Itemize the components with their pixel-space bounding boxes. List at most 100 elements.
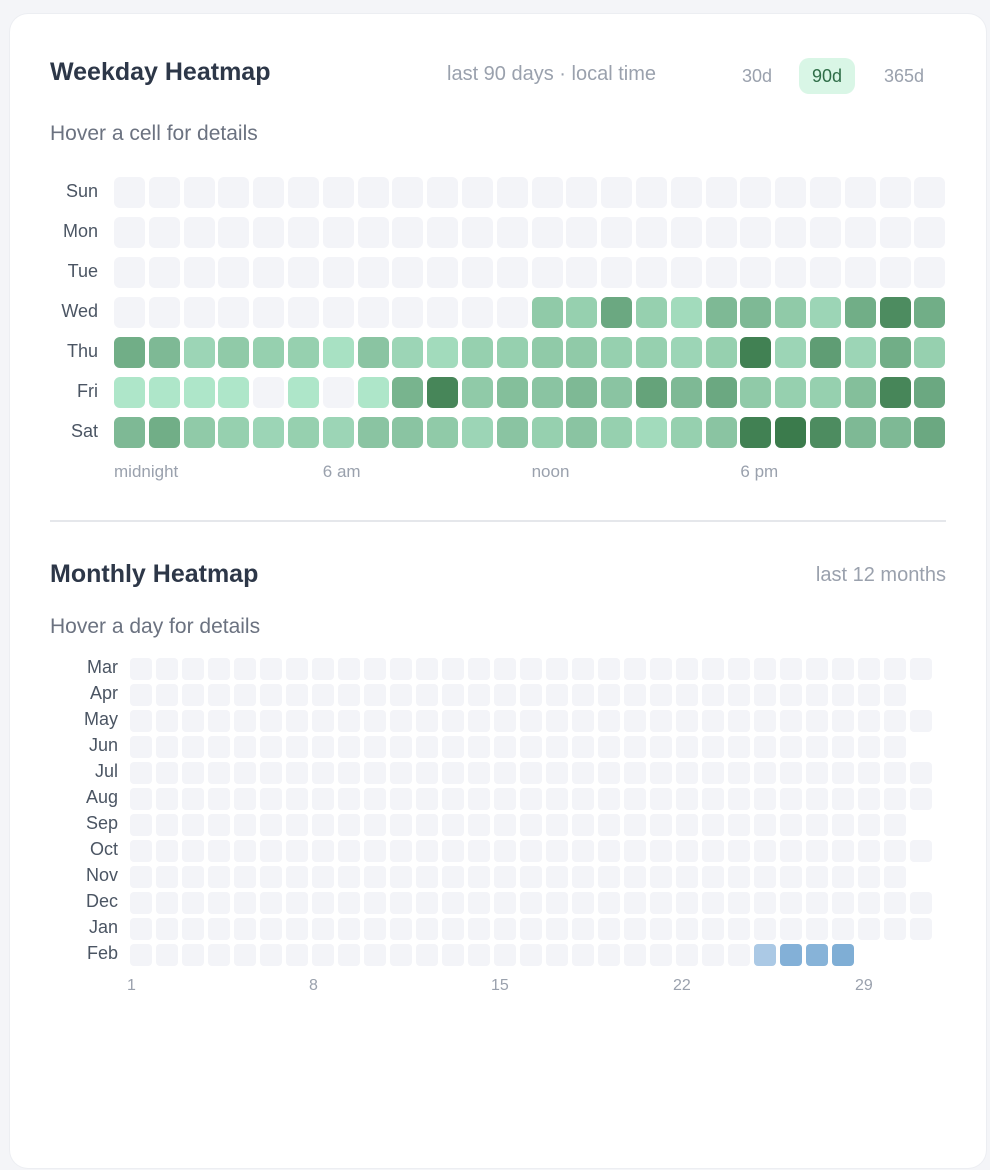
day-cell[interactable] xyxy=(130,944,152,966)
day-cell[interactable] xyxy=(468,710,490,732)
day-cell[interactable] xyxy=(442,762,464,784)
day-cell[interactable] xyxy=(754,658,776,680)
day-cell[interactable] xyxy=(910,788,932,810)
heatmap-cell[interactable] xyxy=(253,417,285,448)
day-cell[interactable] xyxy=(468,814,490,836)
day-cell[interactable] xyxy=(702,840,724,862)
day-cell[interactable] xyxy=(130,840,152,862)
day-cell[interactable] xyxy=(442,814,464,836)
day-cell[interactable] xyxy=(702,944,724,966)
day-cell[interactable] xyxy=(806,840,828,862)
heatmap-cell[interactable] xyxy=(810,417,841,448)
heatmap-cell[interactable] xyxy=(566,417,598,448)
day-cell[interactable] xyxy=(208,944,230,966)
day-cell[interactable] xyxy=(338,814,360,836)
heatmap-cell[interactable] xyxy=(322,177,354,208)
day-cell[interactable] xyxy=(858,788,880,810)
day-cell[interactable] xyxy=(780,944,802,966)
day-cell[interactable] xyxy=(650,866,672,888)
day-cell[interactable] xyxy=(884,814,906,836)
day-cell[interactable] xyxy=(156,762,178,784)
day-cell[interactable] xyxy=(338,944,360,966)
heatmap-cell[interactable] xyxy=(357,297,389,328)
heatmap-cell[interactable] xyxy=(392,297,424,328)
heatmap-cell[interactable] xyxy=(636,257,667,288)
day-cell[interactable] xyxy=(416,892,438,914)
day-cell[interactable] xyxy=(312,840,334,862)
heatmap-cell[interactable] xyxy=(879,257,911,288)
heatmap-cell[interactable] xyxy=(218,377,250,408)
day-cell[interactable] xyxy=(156,710,178,732)
heatmap-cell[interactable] xyxy=(705,217,737,248)
heatmap-cell[interactable] xyxy=(392,177,424,208)
day-cell[interactable] xyxy=(754,684,776,706)
heatmap-cell[interactable] xyxy=(740,217,772,248)
day-cell[interactable] xyxy=(130,710,152,732)
day-cell[interactable] xyxy=(598,710,620,732)
heatmap-cell[interactable] xyxy=(114,257,145,288)
heatmap-cell[interactable] xyxy=(810,337,841,368)
day-cell[interactable] xyxy=(416,710,438,732)
day-cell[interactable] xyxy=(338,866,360,888)
day-cell[interactable] xyxy=(598,658,620,680)
heatmap-cell[interactable] xyxy=(427,257,459,288)
day-cell[interactable] xyxy=(156,736,178,758)
day-cell[interactable] xyxy=(364,866,386,888)
day-cell[interactable] xyxy=(780,684,802,706)
heatmap-cell[interactable] xyxy=(322,217,354,248)
heatmap-cell[interactable] xyxy=(531,417,563,448)
heatmap-cell[interactable] xyxy=(670,297,702,328)
day-cell[interactable] xyxy=(806,762,828,784)
heatmap-cell[interactable] xyxy=(462,417,493,448)
day-cell[interactable] xyxy=(494,944,516,966)
day-cell[interactable] xyxy=(520,866,542,888)
day-cell[interactable] xyxy=(884,788,906,810)
day-cell[interactable] xyxy=(754,736,776,758)
day-cell[interactable] xyxy=(806,710,828,732)
heatmap-cell[interactable] xyxy=(183,417,215,448)
day-cell[interactable] xyxy=(832,762,854,784)
heatmap-cell[interactable] xyxy=(844,177,876,208)
heatmap-cell[interactable] xyxy=(531,257,563,288)
heatmap-cell[interactable] xyxy=(114,217,145,248)
heatmap-cell[interactable] xyxy=(705,337,737,368)
day-cell[interactable] xyxy=(832,710,854,732)
day-cell[interactable] xyxy=(520,814,542,836)
day-cell[interactable] xyxy=(650,736,672,758)
day-cell[interactable] xyxy=(780,710,802,732)
day-cell[interactable] xyxy=(286,944,308,966)
day-cell[interactable] xyxy=(442,866,464,888)
day-cell[interactable] xyxy=(858,762,880,784)
day-cell[interactable] xyxy=(858,918,880,940)
heatmap-cell[interactable] xyxy=(218,257,250,288)
day-cell[interactable] xyxy=(884,736,906,758)
day-cell[interactable] xyxy=(390,944,412,966)
heatmap-cell[interactable] xyxy=(218,417,250,448)
heatmap-cell[interactable] xyxy=(322,297,354,328)
day-cell[interactable] xyxy=(624,944,646,966)
heatmap-cell[interactable] xyxy=(288,377,319,408)
day-cell[interactable] xyxy=(468,736,490,758)
day-cell[interactable] xyxy=(728,710,750,732)
day-cell[interactable] xyxy=(182,710,204,732)
heatmap-cell[interactable] xyxy=(148,177,180,208)
day-cell[interactable] xyxy=(832,788,854,810)
day-cell[interactable] xyxy=(780,762,802,784)
day-cell[interactable] xyxy=(468,684,490,706)
heatmap-cell[interactable] xyxy=(496,417,528,448)
day-cell[interactable] xyxy=(780,866,802,888)
day-cell[interactable] xyxy=(858,866,880,888)
day-cell[interactable] xyxy=(702,684,724,706)
day-cell[interactable] xyxy=(390,892,412,914)
day-cell[interactable] xyxy=(494,762,516,784)
day-cell[interactable] xyxy=(468,762,490,784)
heatmap-cell[interactable] xyxy=(844,417,876,448)
heatmap-cell[interactable] xyxy=(148,297,180,328)
day-cell[interactable] xyxy=(182,892,204,914)
day-cell[interactable] xyxy=(130,762,152,784)
day-cell[interactable] xyxy=(260,710,282,732)
day-cell[interactable] xyxy=(260,944,282,966)
day-cell[interactable] xyxy=(832,840,854,862)
heatmap-cell[interactable] xyxy=(775,177,807,208)
day-cell[interactable] xyxy=(754,892,776,914)
